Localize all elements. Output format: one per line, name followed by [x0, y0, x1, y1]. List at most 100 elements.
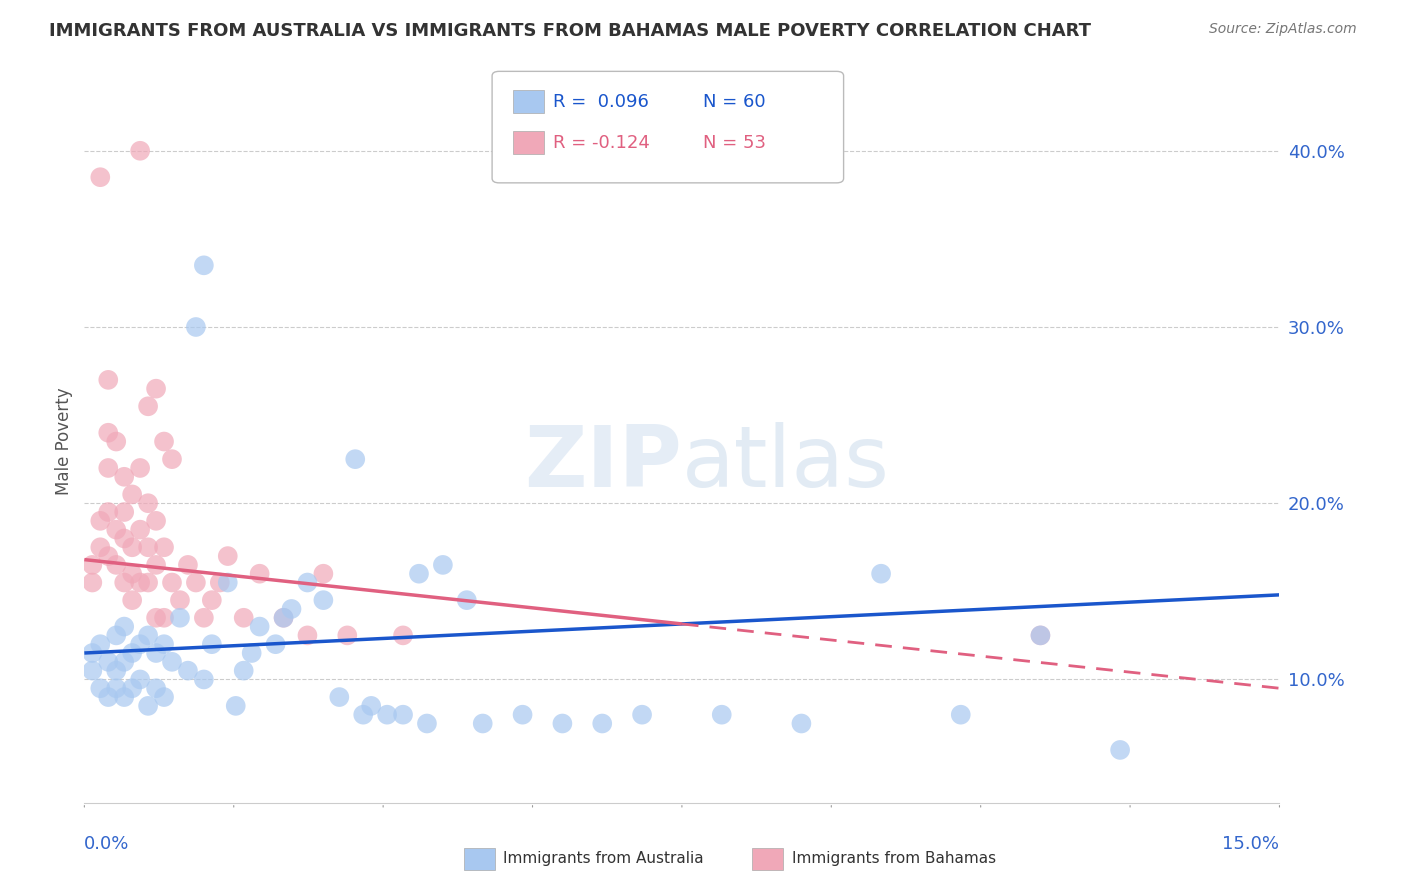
Point [121, 541, 143, 555]
Point [136, 399, 159, 413]
Text: R =  0.096: R = 0.096 [553, 93, 648, 111]
Text: atlas: atlas [682, 422, 890, 505]
Point [360, 698, 382, 713]
Point [471, 716, 494, 731]
Point [153, 434, 176, 449]
Point [145, 514, 167, 528]
Point [232, 664, 254, 678]
Point [105, 558, 128, 572]
Point [1029, 628, 1052, 642]
Point [129, 575, 152, 590]
Point [121, 487, 143, 501]
Point [591, 716, 613, 731]
Point [312, 593, 335, 607]
Point [297, 575, 319, 590]
Point [193, 673, 215, 687]
Point [82, 575, 104, 590]
Point [97, 549, 120, 563]
Point [145, 558, 167, 572]
Point [97, 373, 120, 387]
Point [201, 637, 224, 651]
Point [184, 320, 207, 334]
Point [232, 611, 254, 625]
Point [89, 541, 111, 555]
Point [112, 505, 135, 519]
Point [416, 716, 439, 731]
Point [112, 690, 135, 704]
Point [112, 619, 135, 633]
Text: ZIP: ZIP [524, 422, 682, 505]
Point [121, 593, 143, 607]
Point [177, 558, 200, 572]
Point [193, 258, 215, 272]
Point [344, 452, 367, 467]
Point [136, 541, 159, 555]
Point [97, 655, 120, 669]
Text: 15.0%: 15.0% [1222, 835, 1279, 853]
Point [153, 541, 176, 555]
Point [456, 593, 478, 607]
Point [112, 470, 135, 484]
Point [160, 655, 183, 669]
Point [184, 575, 207, 590]
Text: IMMIGRANTS FROM AUSTRALIA VS IMMIGRANTS FROM BAHAMAS MALE POVERTY CORRELATION CH: IMMIGRANTS FROM AUSTRALIA VS IMMIGRANTS … [49, 22, 1091, 40]
Point [249, 566, 271, 581]
Point [136, 575, 159, 590]
Point [870, 566, 893, 581]
Point [129, 461, 152, 475]
Point [97, 425, 120, 440]
Point [105, 628, 128, 642]
Point [145, 611, 167, 625]
Point [392, 707, 415, 722]
Point [375, 707, 398, 722]
Point [201, 593, 224, 607]
Point [328, 690, 350, 704]
Point [392, 628, 415, 642]
Point [264, 637, 287, 651]
Point [153, 637, 176, 651]
Point [432, 558, 454, 572]
Point [1029, 628, 1052, 642]
Point [105, 664, 128, 678]
Point [145, 382, 167, 396]
Point [145, 646, 167, 660]
Point [89, 514, 111, 528]
Point [82, 664, 104, 678]
Point [112, 532, 135, 546]
Point [408, 566, 430, 581]
Point [129, 144, 152, 158]
Text: R = -0.124: R = -0.124 [553, 134, 650, 152]
Text: Immigrants from Australia: Immigrants from Australia [503, 851, 704, 865]
Point [273, 611, 295, 625]
Text: N = 60: N = 60 [703, 93, 766, 111]
Point [129, 637, 152, 651]
Point [949, 707, 972, 722]
Point [790, 716, 813, 731]
Point [208, 575, 231, 590]
Point [121, 646, 143, 660]
Point [97, 461, 120, 475]
Point [153, 611, 176, 625]
Point [129, 673, 152, 687]
Point [312, 566, 335, 581]
Point [97, 505, 120, 519]
Point [631, 707, 654, 722]
Point [136, 698, 159, 713]
Text: Immigrants from Bahamas: Immigrants from Bahamas [792, 851, 995, 865]
Point [121, 681, 143, 696]
Point [112, 655, 135, 669]
Point [97, 690, 120, 704]
Point [551, 716, 574, 731]
Point [1109, 743, 1132, 757]
Point [193, 611, 215, 625]
Point [273, 611, 295, 625]
Point [177, 664, 200, 678]
Point [82, 558, 104, 572]
Point [136, 496, 159, 510]
Text: N = 53: N = 53 [703, 134, 766, 152]
Point [82, 646, 104, 660]
Point [512, 707, 534, 722]
Point [89, 681, 111, 696]
Point [217, 575, 239, 590]
Point [112, 575, 135, 590]
